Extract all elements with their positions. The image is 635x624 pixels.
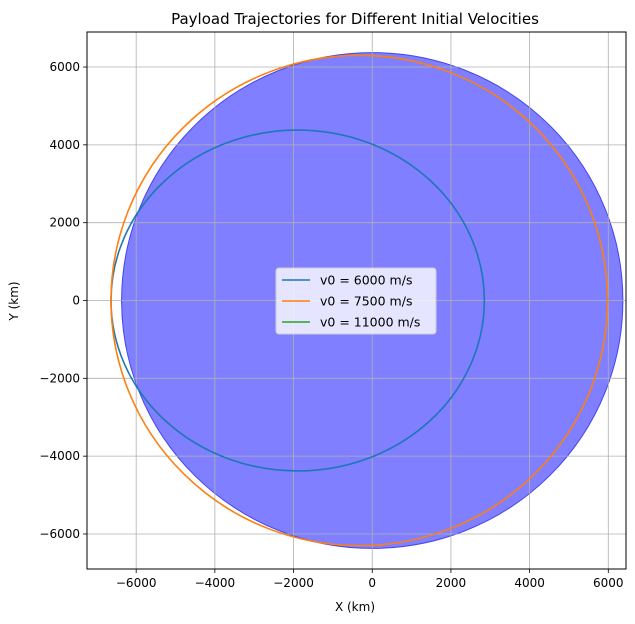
- y-tick-label: 2000: [49, 216, 80, 230]
- series-layer: [110, 54, 609, 547]
- y-tick-label: −4000: [39, 449, 80, 463]
- y-tick-label: 4000: [49, 138, 80, 152]
- chart-title: Payload Trajectories for Different Initi…: [171, 10, 539, 28]
- y-tick-label: 0: [72, 294, 80, 308]
- y-axis-label: Y (km): [7, 281, 21, 321]
- ticks: −6000 −4000 −2000 0 2000 4000 6000 −6000 −4000 −2…: [39, 60, 623, 590]
- legend-box: [275, 267, 437, 335]
- x-tick-label: −4000: [195, 576, 236, 590]
- legend: v0 = 6000 m/s v0 = 7500 m/s v0 = 11000 m/s: [275, 267, 437, 335]
- legend-entry: v0 = 7500 m/s: [320, 294, 412, 309]
- y-tick-label: −2000: [39, 371, 80, 385]
- y-tick-label: 6000: [49, 60, 80, 74]
- x-tick-label: −2000: [273, 576, 314, 590]
- x-axis-label: X (km): [335, 600, 375, 614]
- x-tick-label: 4000: [514, 576, 545, 590]
- legend-entry: v0 = 11000 m/s: [320, 315, 420, 330]
- series-line-1: [110, 54, 609, 547]
- x-tick-label: 6000: [593, 576, 624, 590]
- x-tick-label: 2000: [436, 576, 467, 590]
- x-tick-label: −6000: [116, 576, 157, 590]
- x-tick-label: 0: [368, 576, 376, 590]
- legend-entry: v0 = 6000 m/s: [320, 273, 412, 288]
- y-tick-label: −6000: [39, 527, 80, 541]
